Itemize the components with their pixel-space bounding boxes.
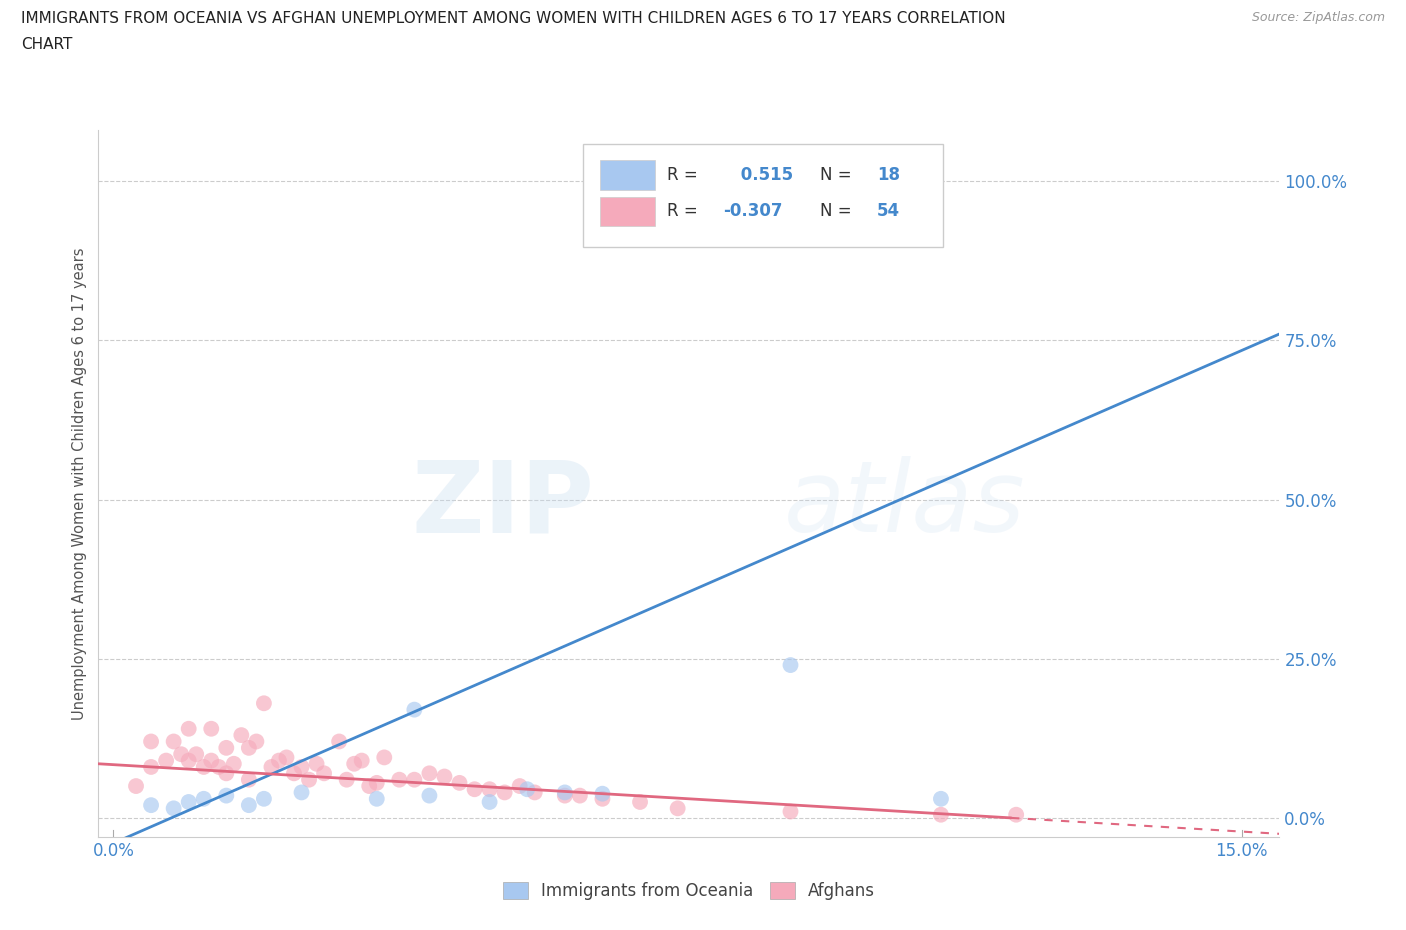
Text: 18: 18 xyxy=(877,166,900,184)
Point xyxy=(350,753,373,768)
Point xyxy=(388,772,411,787)
Point xyxy=(200,722,222,737)
FancyBboxPatch shape xyxy=(582,144,943,246)
Point xyxy=(336,772,359,787)
Point xyxy=(260,760,283,775)
Point xyxy=(494,785,516,800)
Point xyxy=(139,734,162,749)
Point xyxy=(366,791,388,806)
Point xyxy=(231,727,253,742)
Text: CHART: CHART xyxy=(21,37,73,52)
Point xyxy=(591,791,613,806)
Point xyxy=(163,801,186,816)
Point xyxy=(215,788,238,803)
Point xyxy=(554,785,576,800)
Point xyxy=(200,753,222,768)
Point xyxy=(568,788,591,803)
Text: -0.307: -0.307 xyxy=(723,203,783,220)
Point xyxy=(328,734,350,749)
Text: IMMIGRANTS FROM OCEANIA VS AFGHAN UNEMPLOYMENT AMONG WOMEN WITH CHILDREN AGES 6 : IMMIGRANTS FROM OCEANIA VS AFGHAN UNEMPL… xyxy=(21,11,1005,26)
Point xyxy=(929,807,952,822)
Point xyxy=(283,766,305,781)
Point xyxy=(478,782,501,797)
Point xyxy=(222,756,245,771)
Point xyxy=(554,788,576,803)
Legend: Immigrants from Oceania, Afghans: Immigrants from Oceania, Afghans xyxy=(496,875,882,907)
Text: atlas: atlas xyxy=(783,457,1025,553)
Point xyxy=(523,785,546,800)
Point xyxy=(177,794,200,809)
Point xyxy=(290,785,312,800)
Point xyxy=(449,776,471,790)
Point xyxy=(253,791,276,806)
Point xyxy=(359,778,381,793)
Point xyxy=(478,794,501,809)
Point xyxy=(155,753,177,768)
Point xyxy=(253,696,276,711)
Point xyxy=(170,747,193,762)
Point xyxy=(628,794,651,809)
Text: 0.515: 0.515 xyxy=(735,166,793,184)
Point xyxy=(238,772,260,787)
Point xyxy=(929,791,952,806)
Point xyxy=(276,750,298,764)
Point xyxy=(305,756,328,771)
Point xyxy=(177,753,200,768)
Point xyxy=(516,782,538,797)
Point xyxy=(779,658,801,672)
Text: R =: R = xyxy=(666,203,697,220)
Point xyxy=(404,772,426,787)
Text: R =: R = xyxy=(666,166,697,184)
Point xyxy=(267,753,290,768)
Point xyxy=(193,760,215,775)
Point xyxy=(193,791,215,806)
FancyBboxPatch shape xyxy=(600,160,655,190)
Point xyxy=(186,747,208,762)
Point xyxy=(779,804,801,819)
FancyBboxPatch shape xyxy=(600,196,655,226)
Point xyxy=(238,740,260,755)
Point xyxy=(433,769,456,784)
Point xyxy=(418,788,440,803)
Point xyxy=(245,734,267,749)
Text: ZIP: ZIP xyxy=(412,457,595,553)
Point xyxy=(163,734,186,749)
Text: N =: N = xyxy=(820,203,852,220)
Text: Source: ZipAtlas.com: Source: ZipAtlas.com xyxy=(1251,11,1385,24)
Point xyxy=(314,766,336,781)
Point xyxy=(366,776,388,790)
Point xyxy=(139,798,162,813)
Point xyxy=(290,760,312,775)
Point xyxy=(591,786,613,801)
Y-axis label: Unemployment Among Women with Children Ages 6 to 17 years: Unemployment Among Women with Children A… xyxy=(72,247,87,720)
Point xyxy=(208,760,231,775)
Point xyxy=(215,740,238,755)
Point xyxy=(464,782,486,797)
Point xyxy=(139,760,162,775)
Text: 54: 54 xyxy=(877,203,900,220)
Point xyxy=(404,702,426,717)
Point xyxy=(238,798,260,813)
Text: N =: N = xyxy=(820,166,852,184)
Point xyxy=(215,766,238,781)
Point xyxy=(1005,807,1028,822)
Point xyxy=(509,778,531,793)
Point xyxy=(801,174,824,189)
Point xyxy=(418,766,440,781)
Point xyxy=(298,772,321,787)
Point xyxy=(373,750,395,764)
Point xyxy=(177,722,200,737)
Point xyxy=(343,756,366,771)
Point xyxy=(125,778,148,793)
Point xyxy=(666,801,689,816)
